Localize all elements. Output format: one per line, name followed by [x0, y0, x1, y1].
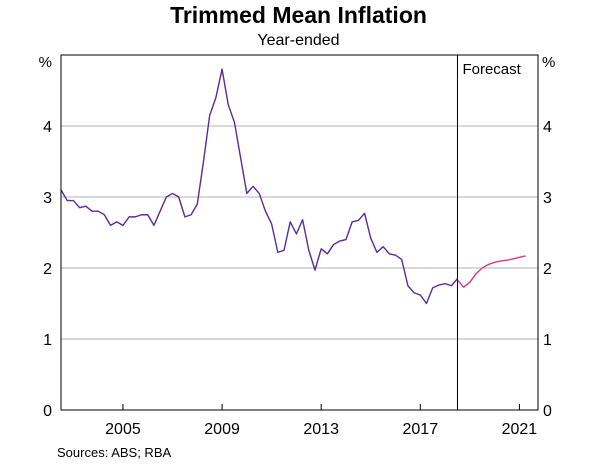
- y-tick-label-right-3: 3: [543, 190, 552, 207]
- y-tick-label-right-2: 2: [543, 261, 552, 278]
- source-note: Sources: ABS; RBA: [57, 445, 172, 460]
- y-tick-label-left-1: 1: [43, 332, 52, 349]
- x-tick-label-2005: 2005: [105, 421, 141, 438]
- y-tick-label-left-4: 4: [43, 119, 52, 136]
- x-tick-label-2009: 2009: [204, 421, 240, 438]
- forecast-series-line: [456, 255, 526, 288]
- plot-frame: [60, 54, 539, 411]
- chart-subtitle: Year-ended: [257, 32, 340, 49]
- x-tick-label-2021: 2021: [502, 421, 538, 438]
- actual-series-line: [60, 68, 458, 305]
- y-unit-label-right: %: [542, 54, 555, 71]
- y-tick-label-left-3: 3: [43, 190, 52, 207]
- chart-title: Trimmed Mean Inflation: [170, 2, 427, 28]
- y-tick-label-left-0: 0: [43, 403, 52, 420]
- x-tick-label-2017: 2017: [403, 421, 439, 438]
- x-tick-label-2013: 2013: [303, 421, 339, 438]
- y-tick-label-right-1: 1: [543, 332, 552, 349]
- y-unit-label-left: %: [39, 54, 52, 71]
- y-tick-label-right-4: 4: [543, 119, 552, 136]
- y-tick-label-right-0: 0: [543, 403, 552, 420]
- y-tick-label-left-2: 2: [43, 261, 52, 278]
- forecast-label: Forecast: [462, 61, 521, 78]
